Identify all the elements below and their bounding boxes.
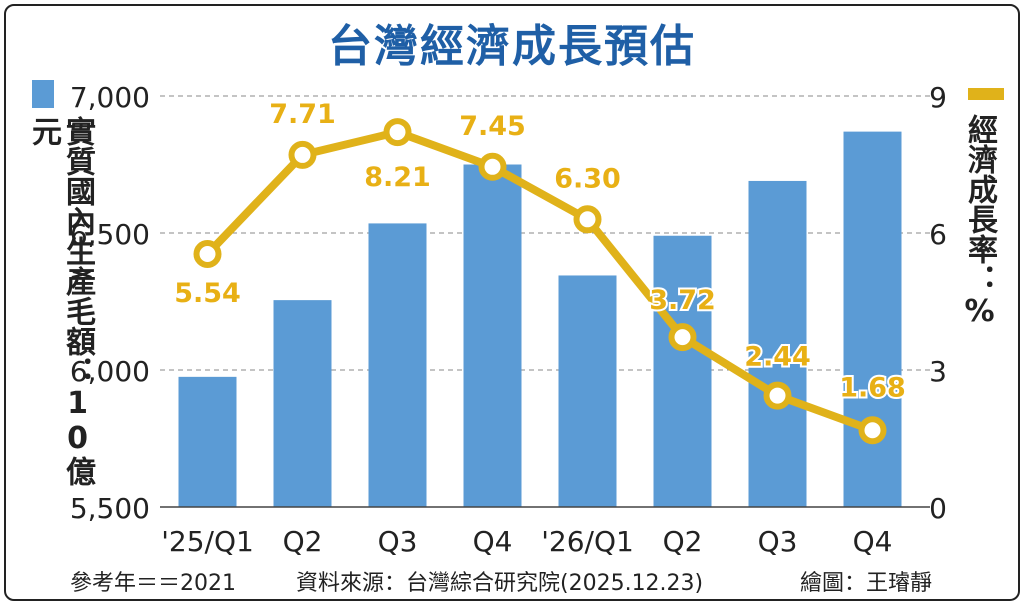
bar-2 (368, 223, 427, 507)
growth-rate-point-5 (668, 323, 697, 352)
growth-rate-label: 3.72 (649, 285, 716, 316)
right-tick-label: 9 (929, 81, 947, 114)
growth-rate-point-1 (288, 140, 317, 169)
left-tick-label: 6,000 (70, 355, 150, 388)
growth-rate-point-3 (478, 152, 507, 181)
growth-rate-label: 8.21 (364, 162, 431, 193)
left-tick-label: 5,500 (70, 492, 150, 525)
line-legend-swatch (968, 88, 1004, 100)
left-tick-label: 6,500 (70, 218, 150, 251)
bar-3 (463, 164, 522, 507)
category-label: Q3 (378, 525, 418, 558)
category-label: Q2 (283, 525, 323, 558)
growth-rate-label: 7.45 (459, 111, 526, 142)
growth-rate-point-2 (383, 118, 412, 147)
growth-rate-point-7 (858, 416, 887, 445)
growth-rate-line (203, 128, 877, 435)
right-tick-label: 6 (929, 218, 947, 251)
growth-rate-point-0 (193, 240, 222, 269)
bar-1 (273, 300, 332, 507)
growth-rate-point-4 (573, 205, 602, 234)
category-label: '25/Q1 (161, 525, 254, 558)
bar-4 (558, 275, 617, 507)
right-tick-label: 0 (929, 492, 947, 525)
source-note: 資料來源：台灣綜合研究院(2025.12.23) (296, 571, 704, 596)
growth-rate-label: 1.68 (839, 372, 906, 403)
category-label: Q3 (758, 525, 798, 558)
bar-7 (843, 131, 902, 507)
category-label: '26/Q1 (541, 525, 634, 558)
bar-5 (653, 235, 712, 508)
right-axis-label: 經濟成長率：% (962, 114, 997, 329)
right-tick-label: 3 (929, 355, 947, 388)
left-tick-label: 7,000 (70, 81, 150, 114)
category-label: Q2 (663, 525, 703, 558)
chart-title: 台灣經濟成長預估 (328, 21, 696, 72)
bar-6 (748, 180, 807, 507)
left-axis-label: 實質國內生產毛額：10億元 (26, 116, 95, 486)
category-label: Q4 (853, 525, 893, 558)
growth-rate-label: 6.30 (554, 163, 621, 194)
bar-0 (178, 376, 237, 507)
category-label: Q4 (473, 525, 513, 558)
growth-rate-label: 7.71 (269, 99, 336, 130)
growth-rate-label: 2.44 (744, 342, 811, 373)
growth-rate-label: 5.54 (174, 278, 241, 309)
credit-note: 繪圖：王璿靜 (800, 571, 933, 596)
growth-rate-point-6 (763, 381, 792, 410)
bar-legend-swatch (32, 80, 54, 108)
base-year-note: 參考年＝＝2021 (70, 571, 236, 596)
